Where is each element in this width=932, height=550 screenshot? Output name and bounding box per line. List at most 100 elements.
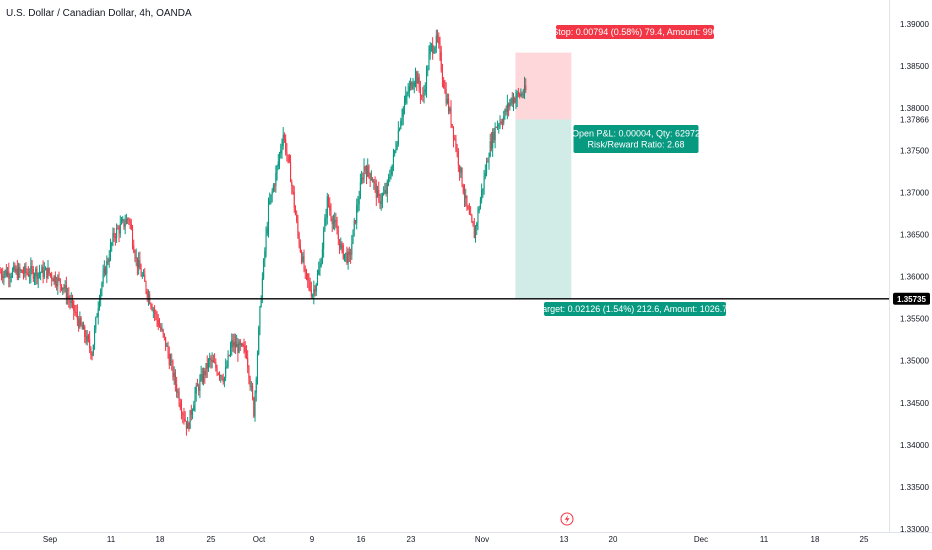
candle [76,304,78,327]
candle-body [131,229,134,246]
candle-body [199,379,201,391]
candle-body [339,239,341,249]
candle-body [490,141,492,149]
candle [119,215,121,238]
x-axis[interactable]: Sep 11 18 25 Oct 9 16 23 Nov 13 20 Dec 11 18 25 [43,535,869,544]
candle-body [390,174,392,178]
candle [212,354,214,363]
candle-body [140,269,142,277]
candle [259,305,261,336]
candle [15,265,17,275]
y-tick-label: 1.35000 [900,357,929,366]
candle-body [425,70,428,90]
candle [314,285,316,297]
candle [86,329,88,346]
candle [16,260,18,281]
candle-body [250,386,252,387]
candle [419,80,421,105]
candle-body [190,410,192,415]
candle [155,309,157,321]
y-axis[interactable]: 1.39000 1.38500 1.38000 1.37866 1.37500 1.370… [900,20,929,534]
candle [116,223,118,243]
y-tick-label: 1.37000 [900,188,929,197]
candle-body [234,341,236,348]
candle-body [155,312,157,314]
candle-body [405,95,407,103]
candle-body [356,205,358,223]
candle [5,263,7,278]
candle-body [358,198,360,205]
candle [65,276,67,305]
candle-body [302,256,304,262]
candle-body [411,82,413,89]
candle [217,372,219,376]
candle [75,304,77,318]
candle-body [499,121,501,126]
candle [123,218,125,230]
candle [356,198,358,230]
candle [30,257,32,284]
candle [386,179,388,203]
candle-body [298,233,300,246]
candle-body [434,47,436,52]
candle-body [95,317,97,330]
candle-body [301,251,303,262]
candle-body [0,272,1,274]
candle-body [445,89,447,104]
candle [282,127,284,150]
candle-body [461,167,463,186]
candle-body [222,379,224,382]
candle [245,345,247,360]
candle [174,369,176,392]
candle-body [493,131,495,141]
candle-body [421,95,423,97]
candle [7,266,9,278]
candle [424,82,426,96]
candle-body [450,108,452,125]
candle [395,141,397,154]
candle-body [427,69,429,71]
lightning-event-icon[interactable] [560,512,574,526]
candle [249,375,251,391]
candle [476,221,478,235]
candle [329,197,331,216]
candle-body [187,423,189,429]
candle-body [154,309,156,313]
candle [299,239,301,254]
x-tick-label: 20 [609,535,618,544]
candle [190,404,192,421]
candle [350,248,352,264]
candle [384,182,386,195]
candle-body [45,267,47,271]
candle-body [407,91,409,94]
target-zone[interactable] [515,119,572,299]
candle [97,301,99,325]
candle [396,140,398,151]
candle-body [24,266,26,274]
candle-body [107,260,109,262]
candle [176,376,178,398]
candle [388,173,390,187]
candle [434,46,436,54]
stop-label-text: Stop: 0.00794 (0.58%) 79.4, Amount: 990 [552,27,718,37]
candle-body [276,165,278,173]
candle [78,315,80,332]
y-tick-label: 1.37866 [900,115,929,124]
candle [339,239,341,254]
candle-body [177,391,179,393]
candle [493,127,495,143]
stop-zone[interactable] [515,52,572,120]
candle-body [354,220,357,223]
candle-body [89,339,91,348]
candle-body [116,228,118,239]
candle [478,205,480,214]
candle-body [97,308,99,317]
candle-body [109,245,112,259]
position-zones[interactable] [515,52,572,299]
candle [139,251,141,270]
candle [0,268,2,281]
price-tag-bg [893,292,930,305]
candle [310,281,312,298]
event-icon-bolt [564,514,570,524]
